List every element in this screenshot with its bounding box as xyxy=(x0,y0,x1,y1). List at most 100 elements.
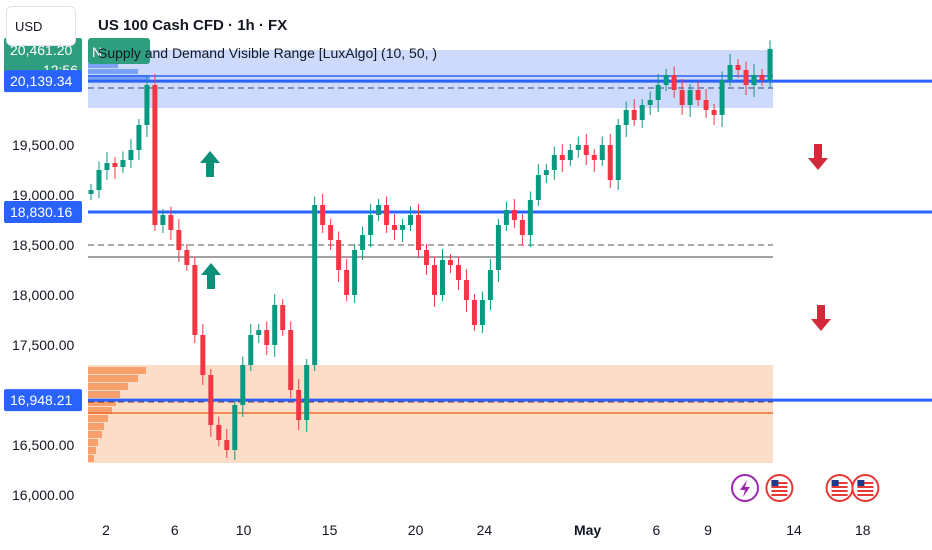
supply-level-label-box xyxy=(4,70,82,93)
candle-body xyxy=(695,90,701,100)
candle-body xyxy=(575,145,581,150)
flag-stripe xyxy=(857,490,874,492)
candle-body xyxy=(120,160,126,167)
candle-body xyxy=(376,205,382,215)
x-tick-label: 18 xyxy=(855,522,871,538)
candle-body xyxy=(495,225,501,270)
candle-body xyxy=(136,125,142,150)
candle-body xyxy=(192,265,198,335)
candle-body xyxy=(511,210,517,220)
demand-profile-bar xyxy=(88,407,112,414)
supply-profile-bar xyxy=(88,63,118,68)
demand-profile-bar xyxy=(88,375,138,382)
candle-body xyxy=(168,215,174,230)
candle-body xyxy=(559,155,565,160)
candle-body xyxy=(599,145,605,160)
candle-body xyxy=(320,205,326,225)
candle-body xyxy=(424,250,430,265)
candle-body xyxy=(751,75,757,85)
partial-label: N xyxy=(92,44,102,60)
candle-body xyxy=(767,48,773,80)
candle-body xyxy=(216,425,222,440)
x-tick-label: May xyxy=(574,522,601,538)
demand-profile-bar xyxy=(88,431,102,438)
candle-body xyxy=(176,230,182,250)
flag-stripe xyxy=(831,490,848,492)
flag-stripe xyxy=(771,494,788,496)
flag-stripe xyxy=(857,482,874,484)
x-axis[interactable]: 2 6 10 15 20 24 May 6 9 14 18 xyxy=(102,522,871,538)
candle-body xyxy=(663,75,669,85)
demand-profile-bar xyxy=(88,423,104,430)
flag-stripe xyxy=(831,482,848,484)
candle-body xyxy=(248,335,254,365)
candle-body xyxy=(455,265,461,280)
candle-body xyxy=(408,215,414,225)
candle-body xyxy=(288,330,294,390)
flag-stripe xyxy=(771,482,788,484)
x-tick-label: 15 xyxy=(322,522,338,538)
zones-layer xyxy=(88,50,773,463)
candle-body xyxy=(232,405,238,450)
candle-body xyxy=(144,85,150,125)
y-axis[interactable]: 19,500.00 19,000.00 18,500.00 18,000.00 17,5… xyxy=(12,137,74,503)
y-tick-label: 18,000.00 xyxy=(12,287,74,303)
candle-body xyxy=(184,250,190,265)
supply-profile-bar xyxy=(88,75,150,80)
candle-body xyxy=(128,150,134,160)
candle-body xyxy=(272,305,278,345)
candle-body xyxy=(583,145,589,155)
arrows-layer xyxy=(200,144,831,331)
candle-body xyxy=(336,240,342,270)
candle-body xyxy=(759,75,765,80)
candle-body xyxy=(647,100,653,105)
y-tick-label: 16,000.00 xyxy=(12,487,74,503)
candle-body xyxy=(200,335,206,375)
events-layer[interactable] xyxy=(731,474,880,502)
candle-body xyxy=(623,110,629,125)
candle-body xyxy=(463,280,469,300)
x-tick-label: 6 xyxy=(171,522,179,538)
candle-body xyxy=(96,170,102,190)
candles-layer xyxy=(88,40,773,460)
candle-body xyxy=(639,105,645,120)
flag-stripe xyxy=(857,486,874,488)
arrow-down-icon xyxy=(811,305,831,331)
y-tick-label: 18,500.00 xyxy=(12,237,74,253)
candle-body xyxy=(240,365,246,405)
flag-stripe xyxy=(771,490,788,492)
flag-stripe xyxy=(831,494,848,496)
candle-body xyxy=(400,225,406,230)
lightning-icon-glyph xyxy=(740,480,750,497)
supply-level-label: 20,139.34 xyxy=(10,73,72,89)
demand-level-label-box xyxy=(4,389,82,412)
partial-label-box xyxy=(88,38,150,64)
candle-body xyxy=(679,90,685,105)
x-tick-label: 14 xyxy=(786,522,802,538)
candle-body xyxy=(256,330,262,335)
flag-canton xyxy=(831,480,839,486)
candle-body xyxy=(615,125,621,180)
demand-profile-bar xyxy=(88,383,128,390)
candle-body xyxy=(735,65,741,70)
y-tick-label: 16,500.00 xyxy=(12,437,74,453)
candle-body xyxy=(296,390,302,420)
supply-profile-bar xyxy=(88,69,138,74)
demand-profile-bar xyxy=(88,415,108,422)
flag-stripe xyxy=(857,494,874,496)
candle-body xyxy=(328,225,334,240)
candle-body xyxy=(224,440,230,450)
currency-selector[interactable]: USD xyxy=(6,6,76,46)
candle-body xyxy=(671,75,677,90)
demand-profile-bar xyxy=(88,455,94,462)
y-tick-label: 17,500.00 xyxy=(12,337,74,353)
demand-level-label: 16,948.21 xyxy=(10,392,72,408)
candle-body xyxy=(447,260,453,265)
candle-body xyxy=(527,200,533,235)
candle-body xyxy=(352,250,358,295)
candle-body xyxy=(88,190,94,194)
candle-body xyxy=(471,300,477,325)
candle-body xyxy=(519,220,525,235)
candle-body xyxy=(360,235,366,250)
